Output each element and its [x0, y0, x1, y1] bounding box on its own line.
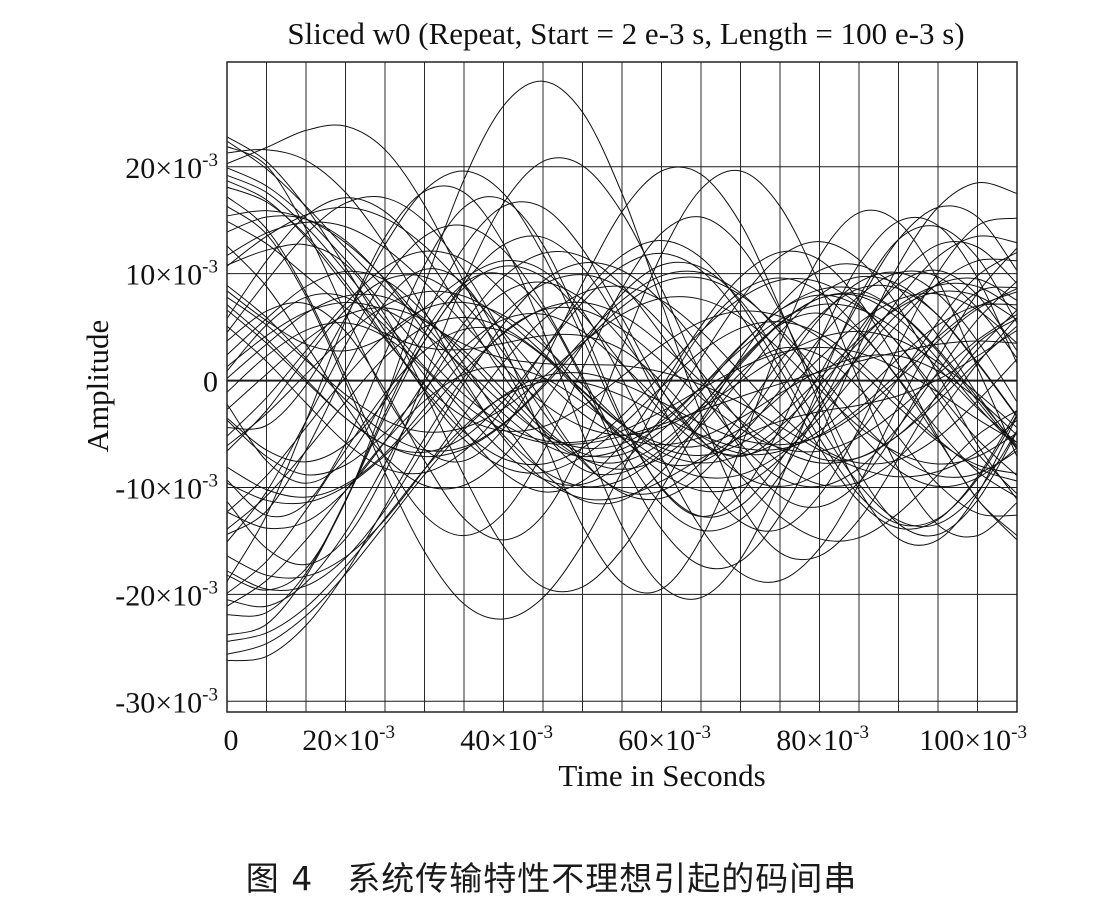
trace-11	[226, 196, 1018, 518]
y-tick-label-0: 20×10-3	[125, 150, 218, 185]
trace-25	[226, 217, 1018, 532]
trace-59	[226, 136, 1018, 482]
grid-lines	[226, 62, 1018, 712]
trace-30	[226, 263, 1018, 505]
trace-56	[226, 180, 1018, 475]
trace-41	[226, 274, 1018, 498]
traces	[226, 80, 1018, 662]
trace-57	[226, 290, 1018, 530]
x-tick-label-4: 80×10-3	[776, 722, 869, 757]
trace-20	[226, 196, 1018, 537]
trace-49	[226, 285, 1018, 579]
trace-40	[226, 270, 1018, 488]
trace-22	[226, 195, 1018, 501]
y-tick-labels: 20×10-3 10×10-3 0 -10×10-3 -20×10-3 -30×10-3	[115, 150, 218, 720]
x-tick-label-0: 0	[224, 724, 239, 757]
x-axis-label: Time in Seconds	[558, 758, 765, 793]
trace-47	[226, 275, 1018, 470]
trace-46	[226, 210, 1018, 458]
trace-17	[226, 260, 1018, 583]
x-tick-label-5: 100×10-3	[919, 722, 1027, 757]
figure-caption: 图 4 系统传输特性不理想引起的码间串	[245, 859, 858, 898]
y-axis-label: Amplitude	[80, 320, 115, 453]
trace-7	[226, 169, 1018, 541]
trace-58	[226, 301, 1018, 450]
trace-48	[226, 167, 1018, 444]
trace-31	[226, 306, 1018, 662]
trace-8	[226, 209, 1018, 594]
trace-43	[226, 282, 1018, 513]
trace-60	[226, 288, 1018, 655]
x-tick-label-2: 40×10-3	[460, 722, 553, 757]
trace-33	[226, 241, 1018, 500]
trace-14	[226, 205, 1018, 620]
trace-23	[226, 251, 1018, 608]
trace-44	[226, 293, 1018, 464]
chart: Sliced w0 (Repeat, Start = 2 e-3 s, Leng…	[80, 16, 1028, 793]
trace-16	[226, 265, 1018, 636]
trace-36	[226, 239, 1018, 527]
x-tick-label-1: 20×10-3	[302, 722, 395, 757]
trace-42	[226, 186, 1018, 477]
y-tick-label-5: -30×10-3	[115, 684, 218, 719]
trace-32	[226, 215, 1018, 488]
trace-6	[226, 146, 1018, 546]
plot-frame	[226, 61, 1018, 713]
trace-12	[226, 303, 1018, 476]
trace-45	[226, 291, 1018, 642]
y-tick-label-2: 0	[203, 366, 218, 399]
trace-53	[226, 258, 1018, 607]
chart-title: Sliced w0 (Repeat, Start = 2 e-3 s, Leng…	[287, 16, 964, 51]
trace-34	[226, 140, 1018, 478]
y-tick-label-1: 10×10-3	[125, 257, 218, 292]
x-tick-label-3: 60×10-3	[618, 722, 711, 757]
trace-55	[226, 301, 1018, 505]
trace-27	[226, 224, 1018, 543]
trace-3	[226, 243, 1018, 593]
trace-2	[226, 80, 1018, 591]
trace-24	[226, 245, 1018, 528]
trace-5	[226, 201, 1018, 484]
y-tick-label-4: -20×10-3	[115, 577, 218, 612]
trace-29	[226, 250, 1018, 530]
x-tick-labels: 0 20×10-3 40×10-3 60×10-3 80×10-3 100×10-3	[224, 722, 1028, 757]
y-tick-label-3: -10×10-3	[115, 470, 218, 505]
trace-18	[226, 157, 1018, 566]
trace-4	[226, 182, 1018, 617]
trace-54	[226, 296, 1018, 465]
